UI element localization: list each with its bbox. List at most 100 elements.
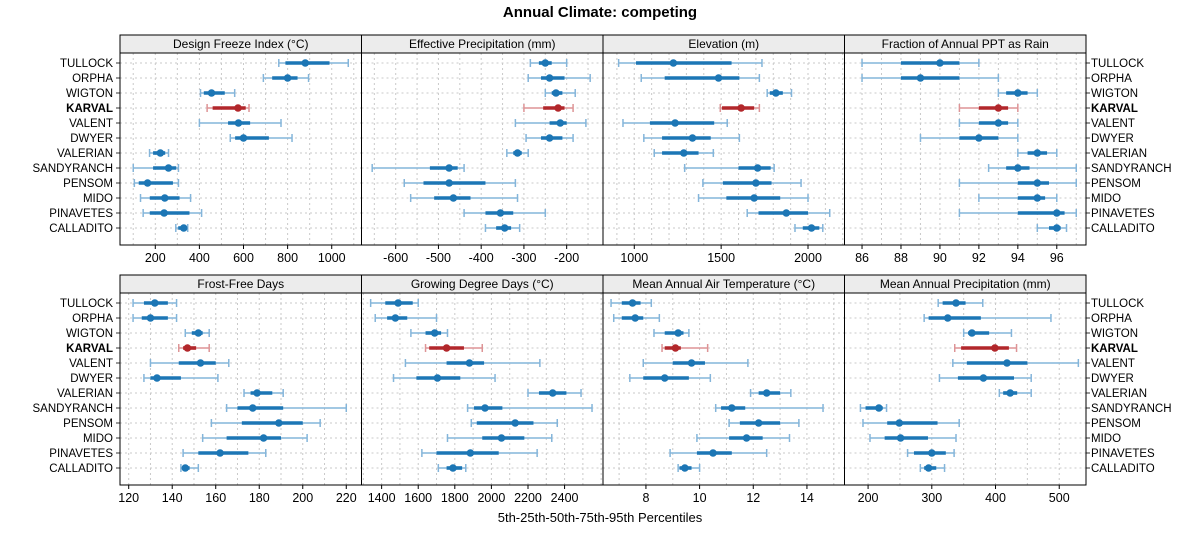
median-dot — [674, 329, 682, 337]
x-tick-label: 1800 — [441, 491, 469, 505]
median-dot — [181, 464, 190, 472]
site-label-left-dwyer: DWYER — [70, 373, 113, 385]
median-dot — [742, 434, 751, 442]
median-dot — [1003, 359, 1011, 367]
x-tick-label: 1600 — [404, 491, 432, 505]
median-dot — [728, 404, 736, 412]
site-label-right-wigton: WIGTON — [1091, 88, 1138, 100]
site-label-left-dwyer: DWYER — [70, 133, 113, 145]
median-dot — [275, 419, 283, 427]
median-dot — [875, 404, 883, 412]
site-label-left-valent: VALENT — [69, 118, 113, 130]
x-tick-label: 2000 — [794, 251, 822, 265]
median-dot — [762, 389, 771, 397]
x-tick-label: 90 — [933, 251, 947, 265]
x-tick-label: 86 — [855, 251, 869, 265]
site-label-right-sandyranch: SANDYRANCH — [1091, 403, 1172, 415]
median-dot — [753, 164, 762, 172]
panel-border — [844, 52, 1087, 246]
x-tick-label: 1000 — [318, 251, 346, 265]
median-dot — [772, 89, 780, 97]
median-dot — [895, 419, 904, 427]
median-dot — [430, 329, 439, 337]
median-dot — [207, 89, 216, 97]
median-dot — [671, 344, 680, 352]
median-dot — [968, 329, 976, 337]
median-dot — [750, 194, 758, 202]
median-dot — [160, 209, 168, 217]
median-dot — [552, 89, 560, 97]
x-tick-label: 160 — [205, 491, 226, 505]
panel-strip-title: Elevation (m) — [688, 37, 759, 51]
x-tick-label: 2000 — [477, 491, 505, 505]
site-label-right-valent: VALENT — [1091, 358, 1135, 370]
site-label-left-wigton: WIGTON — [66, 88, 113, 100]
median-dot — [1033, 149, 1042, 157]
site-label-left-mido: MIDO — [83, 193, 113, 205]
median-dot — [156, 149, 165, 157]
x-tick-label: -300 — [511, 251, 536, 265]
median-dot — [239, 134, 248, 142]
median-dot — [709, 449, 717, 457]
median-dot — [669, 59, 678, 67]
site-label-right-tullock: TULLOCK — [1091, 298, 1144, 310]
median-dot — [628, 299, 637, 307]
median-dot — [631, 314, 639, 322]
median-dot — [433, 374, 442, 382]
x-tick-label: 12 — [746, 491, 760, 505]
site-label-left-calladito: CALLADITO — [49, 463, 113, 475]
site-label-right-valerian: VALERIAN — [1091, 148, 1147, 160]
median-dot — [253, 389, 261, 397]
site-label-left-pinavetes: PINAVETES — [49, 448, 113, 460]
site-label-right-karval: KARVAL — [1091, 103, 1138, 115]
median-dot — [916, 74, 925, 82]
panel-background — [844, 53, 1086, 245]
panel-background — [603, 293, 845, 485]
median-dot — [465, 359, 474, 367]
percentiles-caption: 5th-25th-50th-75th-95th Percentiles — [497, 510, 703, 525]
median-dot — [497, 434, 506, 442]
site-label-left-valerian: VALERIAN — [57, 148, 113, 160]
median-dot — [146, 314, 155, 322]
median-dot — [896, 434, 905, 442]
median-dot — [545, 74, 554, 82]
site-label-left-valent: VALENT — [69, 358, 113, 370]
median-dot — [927, 449, 936, 457]
x-tick-label: 200 — [292, 491, 313, 505]
panel-strip-title: Mean Annual Air Temperature (°C) — [632, 277, 815, 291]
median-dot — [164, 164, 173, 172]
median-dot — [994, 119, 1003, 127]
x-tick-label: 800 — [277, 251, 298, 265]
x-tick-label: -600 — [383, 251, 408, 265]
median-dot — [1033, 179, 1042, 187]
median-dot — [782, 209, 791, 217]
median-dot — [1052, 224, 1061, 232]
x-tick-label: 400 — [189, 251, 210, 265]
x-tick-label: 2200 — [514, 491, 542, 505]
panel-strip-title: Design Freeze Index (°C) — [173, 37, 309, 51]
median-dot — [442, 344, 451, 352]
median-dot — [143, 179, 152, 187]
median-dot — [681, 464, 689, 472]
x-tick-label: 120 — [118, 491, 139, 505]
median-dot — [394, 299, 402, 307]
panel-strip-title: Mean Annual Precipitation (mm) — [880, 277, 1051, 291]
median-dot — [687, 359, 696, 367]
x-tick-label: 180 — [249, 491, 270, 505]
median-dot — [975, 134, 983, 142]
x-tick-label: 10 — [693, 491, 707, 505]
site-label-right-pensom: PENSOM — [1091, 418, 1141, 430]
x-tick-label: 600 — [233, 251, 254, 265]
median-dot — [481, 404, 489, 412]
site-label-right-mido: MIDO — [1091, 193, 1121, 205]
panel-strip-title: Fraction of Annual PPT as Rain — [882, 37, 1049, 51]
figure-title: Annual Climate: competing — [502, 4, 698, 21]
panel-border — [844, 292, 1087, 486]
median-dot — [259, 434, 268, 442]
site-label-left-karval: KARVAL — [66, 103, 113, 115]
median-dot — [500, 224, 509, 232]
median-dot — [671, 119, 679, 127]
site-label-right-dwyer: DWYER — [1091, 373, 1134, 385]
site-label-left-sandyranch: SANDYRANCH — [32, 163, 113, 175]
